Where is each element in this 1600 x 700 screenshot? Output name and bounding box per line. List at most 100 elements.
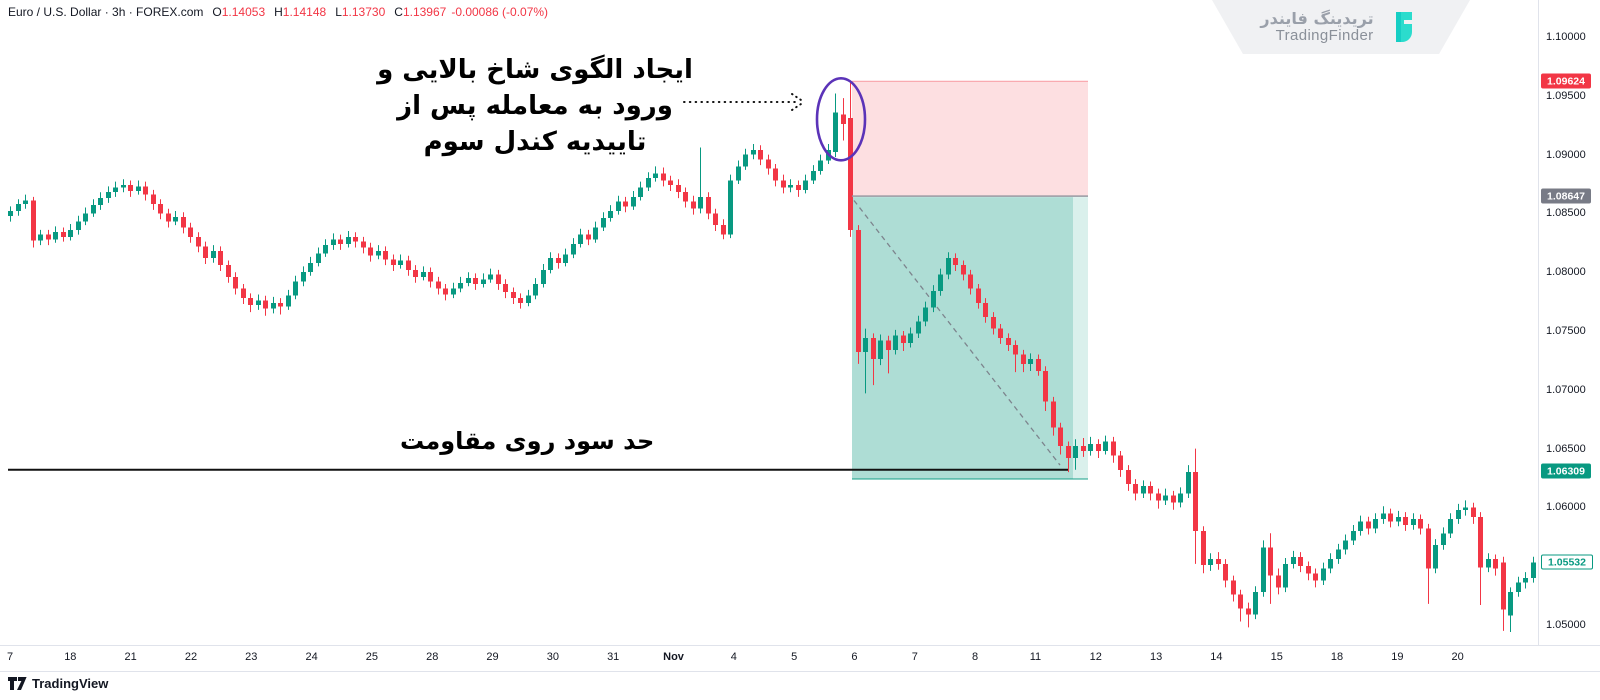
- date-tick-label: 13: [1149, 651, 1163, 663]
- candle-body: [638, 187, 643, 197]
- candle-body: [713, 213, 718, 226]
- candle-body: [421, 272, 426, 277]
- candle-body: [1321, 568, 1326, 581]
- candle-body: [271, 302, 276, 309]
- pattern-annotation-line: ورود به معامله پس از: [397, 91, 673, 121]
- candle-body: [1493, 559, 1498, 569]
- candle-body: [616, 201, 621, 212]
- candle-body: [736, 166, 741, 181]
- candle-body: [1463, 507, 1468, 510]
- candle-body: [68, 229, 73, 237]
- candle-body: [1373, 519, 1378, 529]
- candle-body: [1313, 573, 1318, 581]
- candle-body: [1231, 580, 1236, 595]
- candle-body: [173, 216, 178, 222]
- price-tick-label: 1.10000: [1546, 31, 1586, 43]
- candle-body: [443, 288, 448, 295]
- symbol-legend[interactable]: Euro / U.S. Dollar · 3h · FOREX.com O1.1…: [8, 5, 548, 19]
- candle-body: [1343, 540, 1348, 550]
- candle-body: [263, 300, 268, 309]
- date-tick-label: 29: [486, 651, 499, 663]
- ohlc-close: C1.13967: [394, 5, 447, 19]
- candle-body: [248, 298, 253, 306]
- time-axis[interactable]: 7 18 21 22 23 24 25 28 29 30 31 Nov 4 5 6 7 8 11 12 13 14 15 1…: [0, 645, 1600, 672]
- price-change: -0.00086 (-0.07%): [451, 5, 549, 19]
- candle-body: [571, 243, 576, 255]
- candle-body: [278, 302, 283, 307]
- candle-body: [8, 211, 13, 216]
- candle-body: [353, 236, 358, 242]
- candle-body: [488, 274, 493, 280]
- price-axis[interactable]: 1.10000 1.09500 1.09000 1.08500 1.08000 1.075…: [1538, 0, 1600, 645]
- candle-body: [98, 198, 103, 206]
- horn-pattern-ellipse: [815, 77, 867, 162]
- candle-body: [766, 159, 771, 169]
- candle-body: [721, 225, 726, 235]
- candle-body: [241, 288, 246, 299]
- candle-body: [908, 333, 913, 343]
- candle-body: [998, 328, 1003, 339]
- price-tick-label: 1.08000: [1546, 266, 1586, 279]
- candle-body: [1448, 519, 1453, 534]
- candle-body: [1291, 556, 1296, 564]
- tradingview-logo[interactable]: TradingView: [8, 676, 108, 691]
- candle-body: [833, 112, 838, 153]
- candlestick-chart[interactable]: [0, 0, 1538, 645]
- candle-body: [211, 251, 216, 259]
- candle-body: [46, 234, 51, 240]
- candle-body: [1261, 547, 1266, 593]
- date-tick-label: Nov: [663, 651, 684, 663]
- candle-body: [391, 259, 396, 266]
- ohlc-low: L1.13730: [335, 5, 386, 19]
- candle-body: [773, 168, 778, 181]
- candle-body: [803, 180, 808, 190]
- candle-body: [1141, 486, 1146, 494]
- candle-body: [563, 254, 568, 263]
- date-tick-label: 5: [791, 651, 798, 663]
- candle-body: [91, 205, 96, 214]
- candle-body: [151, 194, 156, 204]
- candle-body: [743, 154, 748, 167]
- candle-body: [698, 196, 703, 209]
- candle-body: [541, 269, 546, 284]
- date-tick-label: 31: [607, 651, 620, 663]
- date-tick-label: 6: [851, 651, 858, 663]
- candle-body: [1111, 441, 1116, 456]
- candle-body: [166, 213, 171, 222]
- candle-body: [1156, 493, 1161, 501]
- candle-body: [331, 239, 336, 246]
- candle-body: [1066, 446, 1071, 459]
- candle-body: [1118, 455, 1123, 470]
- candle-body: [451, 288, 456, 295]
- date-tick-label: 18: [1330, 651, 1344, 663]
- candle-body: [16, 203, 21, 212]
- candle-body: [608, 211, 613, 219]
- candle-body: [181, 216, 186, 228]
- candle-body: [458, 282, 463, 289]
- price-tick-label: 1.09000: [1546, 148, 1586, 161]
- candle-body: [1351, 530, 1356, 541]
- candle-body: [61, 232, 66, 237]
- candle-body: [1253, 592, 1258, 615]
- price-badge: 1.05532: [1541, 554, 1593, 570]
- candle-body: [1163, 495, 1168, 501]
- candle-body: [1471, 507, 1476, 517]
- candle-body: [218, 251, 223, 266]
- candle-body: [818, 160, 823, 172]
- candle-body: [1223, 563, 1228, 581]
- date-tick-label: 4: [730, 651, 737, 663]
- candle-body: [286, 295, 291, 307]
- date-tick-label: 8: [972, 651, 979, 663]
- candle-body: [1366, 521, 1371, 529]
- candle-body: [1028, 359, 1033, 364]
- candle-body: [143, 186, 148, 195]
- candle-body: [781, 180, 786, 188]
- symbol-title: Euro / U.S. Dollar · 3h · FOREX.com: [8, 5, 204, 19]
- reward-box-extension: [1073, 197, 1088, 479]
- candle-body: [788, 185, 793, 188]
- candle-body: [1433, 545, 1438, 569]
- candle-body: [923, 307, 928, 322]
- candle-body: [1201, 530, 1206, 566]
- date-tick-label: 7: [6, 651, 14, 663]
- candle-body: [1426, 528, 1431, 569]
